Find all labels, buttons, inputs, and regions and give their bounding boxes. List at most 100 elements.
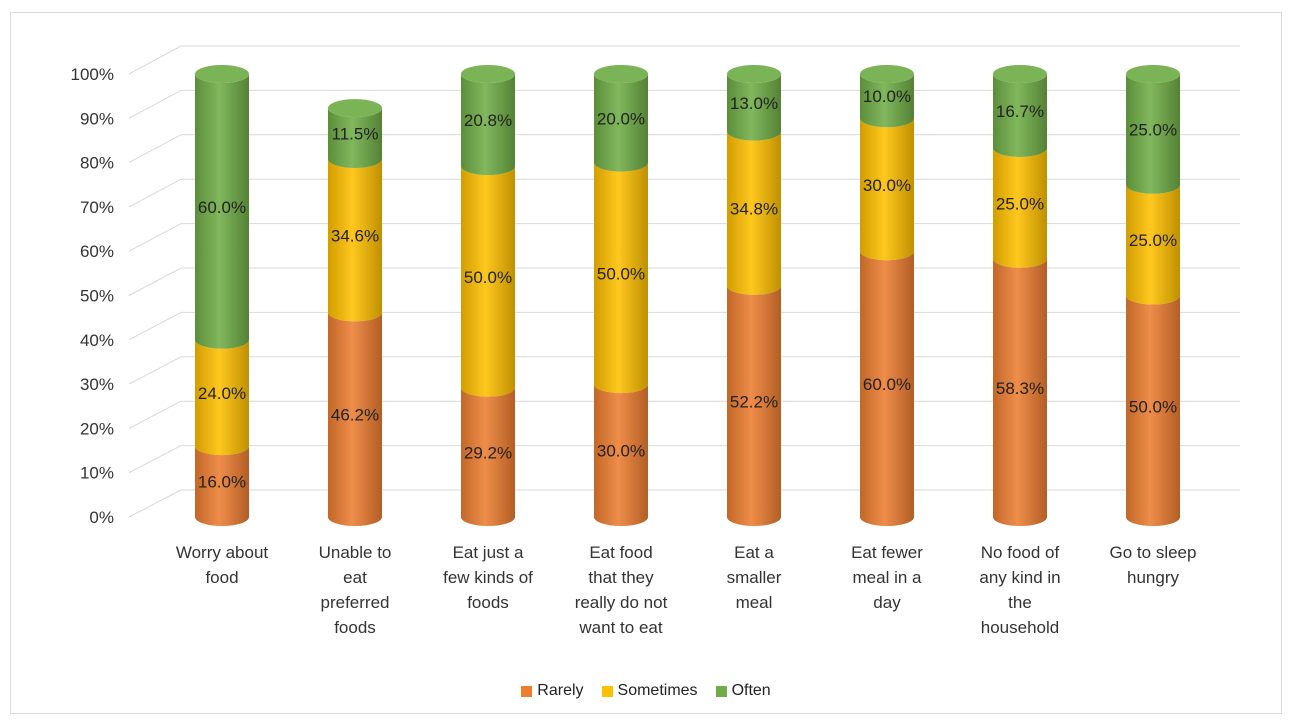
bar-top-cap bbox=[993, 65, 1047, 83]
data-label: 20.8% bbox=[464, 111, 512, 130]
bar-segment-rarely bbox=[328, 312, 382, 526]
x-tick-label: Worry about food bbox=[176, 543, 269, 587]
bar-segment-sometimes bbox=[195, 339, 249, 456]
data-label: 52.2% bbox=[730, 392, 778, 411]
data-label: 13.0% bbox=[730, 94, 778, 113]
bar-group: 60.0% 30.0% 10.0% bbox=[860, 65, 914, 526]
gridlines bbox=[128, 45, 1240, 518]
gridline-depth bbox=[128, 489, 182, 518]
data-label: 46.2% bbox=[331, 406, 379, 425]
y-tick-label: 40% bbox=[80, 331, 114, 350]
gridline-depth bbox=[128, 356, 182, 385]
y-tick-label: 0% bbox=[89, 508, 114, 527]
gridline-depth bbox=[128, 134, 182, 164]
legend-item-rarely: Rarely bbox=[521, 682, 584, 700]
legend-item-often: Often bbox=[715, 682, 771, 700]
bar-segment-sometimes bbox=[1126, 184, 1180, 305]
legend-item-sometimes: Sometimes bbox=[601, 682, 698, 700]
gridline-depth bbox=[128, 45, 182, 75]
gridline-depth bbox=[128, 267, 182, 296]
data-label: 10.0% bbox=[863, 87, 911, 106]
chart-legend: Rarely Sometimes Often bbox=[0, 682, 1292, 700]
data-label: 29.2% bbox=[464, 443, 512, 462]
legend-swatch-often bbox=[715, 685, 727, 697]
gridline-depth bbox=[128, 89, 182, 119]
data-label: 16.0% bbox=[198, 473, 246, 492]
bar-segment-sometimes bbox=[594, 162, 648, 394]
bar-top-cap bbox=[594, 65, 648, 83]
gridline-depth bbox=[128, 223, 182, 252]
bar-segment-sometimes bbox=[993, 147, 1047, 268]
bar-segment-often bbox=[727, 74, 781, 141]
y-tick-label: 10% bbox=[80, 464, 114, 483]
data-label: 25.0% bbox=[1129, 231, 1177, 250]
bar-top-cap bbox=[1126, 65, 1180, 83]
bar-group: 52.2% 34.8% 13.0% bbox=[727, 65, 781, 526]
bar-segment-often bbox=[328, 108, 382, 169]
bar-segment-rarely bbox=[461, 387, 515, 526]
bar-segment-often bbox=[860, 74, 914, 128]
data-label: 58.3% bbox=[996, 379, 1044, 398]
data-label: 25.0% bbox=[1129, 120, 1177, 139]
y-tick-label: 60% bbox=[80, 242, 114, 261]
x-tick-label: No food of any kind in the household bbox=[979, 543, 1060, 637]
bar-segment-often bbox=[461, 74, 515, 176]
y-tick-label: 90% bbox=[80, 109, 114, 128]
x-tick-label: Unable to eat preferred foods bbox=[319, 543, 392, 637]
bar-top-cap bbox=[328, 99, 382, 118]
data-label: 34.8% bbox=[730, 200, 778, 219]
legend-label-rarely: Rarely bbox=[537, 682, 584, 699]
bar-segment-often bbox=[993, 74, 1047, 157]
bar-segment-rarely bbox=[594, 384, 648, 526]
data-label: 30.0% bbox=[597, 442, 645, 461]
data-label: 60.0% bbox=[198, 198, 246, 217]
gridline-depth bbox=[128, 400, 182, 429]
data-label: 34.6% bbox=[331, 227, 379, 246]
bar-segment-rarely bbox=[195, 446, 249, 526]
bar-group: 16.0% 24.0% 60.0% bbox=[195, 65, 249, 526]
bar-segment-rarely bbox=[727, 285, 781, 526]
y-tick-label: 100% bbox=[71, 65, 114, 84]
bar-group: 30.0% 50.0% 20.0% bbox=[594, 65, 648, 526]
data-label: 60.0% bbox=[863, 375, 911, 394]
y-tick-label: 30% bbox=[80, 375, 114, 394]
data-label: 24.0% bbox=[198, 384, 246, 403]
x-tick-label: Eat just a few kinds of foods bbox=[443, 543, 533, 612]
data-label: 50.0% bbox=[597, 264, 645, 283]
bar-top-cap bbox=[860, 65, 914, 83]
bar-segment-often bbox=[195, 74, 249, 349]
bar-top-cap bbox=[727, 65, 781, 83]
legend-swatch-sometimes bbox=[601, 685, 613, 697]
bar-segment-sometimes bbox=[727, 131, 781, 295]
x-tick-label: Eat a smaller meal bbox=[727, 543, 782, 612]
bar-top-cap bbox=[195, 65, 249, 83]
bar-group: 29.2% 50.0% 20.8% bbox=[461, 65, 515, 526]
y-tick-label: 20% bbox=[80, 419, 114, 438]
legend-label-sometimes: Sometimes bbox=[617, 682, 698, 699]
gridline-depth bbox=[128, 178, 182, 208]
bar-segment-rarely bbox=[993, 258, 1047, 526]
y-tick-label: 80% bbox=[80, 154, 114, 173]
data-label: 11.5% bbox=[332, 125, 379, 144]
legend-label-often: Often bbox=[731, 682, 771, 699]
bar-segment-often bbox=[1126, 74, 1180, 194]
bar-group: 50.0% 25.0% 25.0% bbox=[1126, 65, 1180, 526]
bar-segment-sometimes bbox=[461, 166, 515, 397]
gridline-depth bbox=[128, 311, 182, 341]
bar-segment-often bbox=[594, 74, 648, 172]
y-tick-label: 70% bbox=[80, 198, 114, 217]
data-label: 25.0% bbox=[996, 194, 1044, 213]
bar-top-cap bbox=[461, 65, 515, 83]
gridline-depth bbox=[128, 445, 182, 474]
data-label: 16.7% bbox=[996, 102, 1044, 121]
bar-segment-rarely bbox=[860, 251, 914, 526]
data-label: 50.0% bbox=[464, 268, 512, 287]
bar-segment-sometimes bbox=[860, 118, 914, 261]
x-tick-label: Go to sleep hungry bbox=[1110, 543, 1197, 587]
x-tick-label: Eat food that they really do not want to ea… bbox=[575, 543, 668, 637]
bar-group: 46.2% 34.6% 11.5% bbox=[328, 99, 382, 526]
data-label: 50.0% bbox=[1129, 397, 1177, 416]
bar-group: 58.3% 25.0% 16.7% bbox=[993, 65, 1047, 526]
x-tick-label: Eat fewer meal in a day bbox=[851, 543, 923, 612]
data-label: 30.0% bbox=[863, 176, 911, 195]
